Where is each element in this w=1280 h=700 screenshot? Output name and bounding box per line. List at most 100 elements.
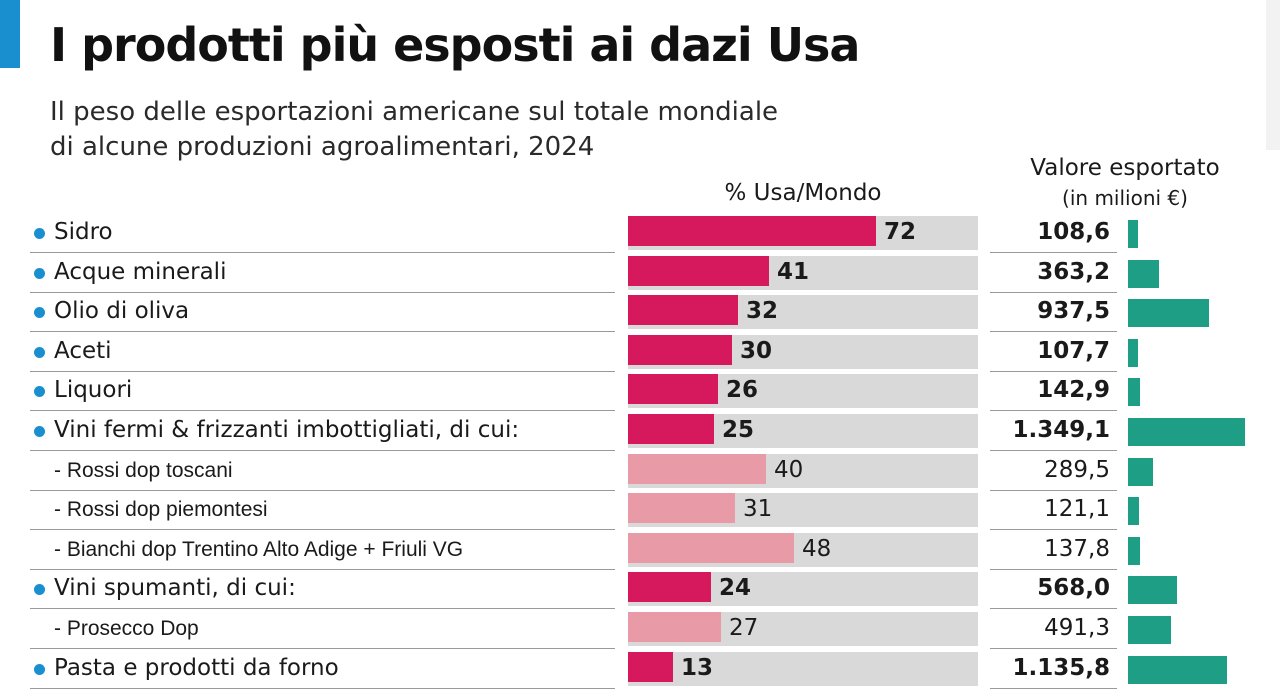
pct-data-label: 13 xyxy=(681,655,714,681)
value-row-separator xyxy=(990,529,1117,530)
pct-data-label: 40 xyxy=(774,457,804,483)
pct-data-label: 41 xyxy=(777,259,810,285)
pct-bar xyxy=(628,652,673,682)
pct-bar xyxy=(628,414,714,444)
row-label: Vini fermi & frizzanti imbottigliati, di… xyxy=(54,417,520,443)
pct-data-label: 27 xyxy=(729,615,759,641)
subtitle-line-1: Il peso delle esportazioni americane sul… xyxy=(50,97,779,127)
value-data-label: 363,2 xyxy=(1037,259,1110,285)
bullet-dot xyxy=(34,268,45,279)
row-separator xyxy=(30,608,615,609)
bullet-dot xyxy=(34,426,45,437)
value-bar xyxy=(1128,260,1159,288)
pct-bar-track xyxy=(628,612,978,646)
subtitle-line-2: di alcune produzioni agroalimentari, 202… xyxy=(50,132,595,162)
pct-column-header: % Usa/Mondo xyxy=(724,180,882,206)
value-bar xyxy=(1128,537,1140,565)
pct-bar xyxy=(628,533,794,563)
row-separator xyxy=(30,688,615,689)
value-data-label: 107,7 xyxy=(1037,338,1110,364)
row-label: Acque minerali xyxy=(54,259,227,285)
row-label: Liquori xyxy=(54,377,133,403)
row-label: Olio di oliva xyxy=(54,298,190,324)
value-data-label: 289,5 xyxy=(1044,457,1110,483)
value-data-label: 108,6 xyxy=(1037,219,1110,245)
pct-data-label: 24 xyxy=(719,575,752,601)
value-bar xyxy=(1128,220,1138,248)
row-label: - Rossi dop toscani xyxy=(54,459,233,482)
pct-bar-track xyxy=(628,295,978,329)
pct-bar xyxy=(628,454,766,484)
bullet-dot xyxy=(34,386,45,397)
pct-bar-track xyxy=(628,374,978,408)
row-label: Aceti xyxy=(54,338,112,364)
value-row-separator xyxy=(990,371,1117,372)
chart-row: Vini fermi & frizzanti imbottigliati, di… xyxy=(0,412,1280,451)
value-bar xyxy=(1128,339,1138,367)
row-separator xyxy=(30,252,615,253)
bullet-dot xyxy=(34,228,45,239)
value-bar xyxy=(1128,497,1139,525)
value-bar xyxy=(1128,418,1245,446)
chart-row: - Prosecco Dop 27 491,3 xyxy=(0,610,1280,649)
row-separator xyxy=(30,292,615,293)
row-separator xyxy=(30,371,615,372)
pct-bar-track xyxy=(628,454,978,488)
value-row-separator xyxy=(990,450,1117,451)
pct-bar xyxy=(628,572,711,602)
page-edge xyxy=(1266,0,1280,150)
chart-subtitle: Il peso delle esportazioni americane sul… xyxy=(50,95,930,165)
accent-bar xyxy=(0,0,20,68)
chart-row: Acque minerali 41 363,2 xyxy=(0,254,1280,293)
chart-row: - Bianchi dop Trentino Alto Adige + Friu… xyxy=(0,531,1280,570)
chart-row: Aceti 30 107,7 xyxy=(0,333,1280,372)
value-row-separator xyxy=(990,252,1117,253)
value-bar xyxy=(1128,299,1209,327)
value-row-separator xyxy=(990,608,1117,609)
value-row-separator xyxy=(990,688,1117,689)
row-label: Pasta e prodotti da forno xyxy=(54,655,339,681)
value-column-header: Valore esportato (in milioni €) xyxy=(990,153,1260,213)
value-bar xyxy=(1128,576,1177,604)
value-data-label: 137,8 xyxy=(1044,536,1110,562)
row-label: - Prosecco Dop xyxy=(54,617,199,640)
row-label: - Bianchi dop Trentino Alto Adige + Friu… xyxy=(54,538,464,561)
pct-bar-track xyxy=(628,572,978,606)
bullet-dot xyxy=(34,347,45,358)
pct-bar-track xyxy=(628,652,978,686)
pct-bar-track xyxy=(628,256,978,290)
pct-bar-track xyxy=(628,216,978,250)
row-separator xyxy=(30,648,615,649)
row-separator xyxy=(30,450,615,451)
pct-data-label: 48 xyxy=(802,536,832,562)
pct-data-label: 26 xyxy=(726,377,759,403)
value-data-label: 937,5 xyxy=(1037,298,1110,324)
chart-row: Liquori 26 142,9 xyxy=(0,372,1280,411)
value-row-separator xyxy=(990,569,1117,570)
row-separator xyxy=(30,529,615,530)
pct-bar xyxy=(628,295,738,325)
pct-bar-track xyxy=(628,533,978,567)
chart-row: Pasta e prodotti da forno 13 1.135,8 xyxy=(0,650,1280,689)
pct-bar xyxy=(628,335,732,365)
value-row-separator xyxy=(990,331,1117,332)
value-data-label: 142,9 xyxy=(1037,377,1110,403)
chart-row: - Rossi dop toscani 40 289,5 xyxy=(0,452,1280,491)
value-data-label: 121,1 xyxy=(1044,496,1110,522)
chart-row: Olio di oliva 32 937,5 xyxy=(0,293,1280,332)
value-row-separator xyxy=(990,490,1117,491)
bullet-dot xyxy=(34,307,45,318)
value-data-label: 568,0 xyxy=(1037,575,1110,601)
pct-bar xyxy=(628,493,735,523)
value-data-label: 1.135,8 xyxy=(1012,655,1111,681)
pct-bar xyxy=(628,374,718,404)
pct-data-label: 25 xyxy=(722,417,755,443)
value-bar xyxy=(1128,378,1140,406)
value-bar xyxy=(1128,458,1153,486)
pct-bar xyxy=(628,612,721,642)
value-data-label: 491,3 xyxy=(1044,615,1110,641)
bullet-dot xyxy=(34,664,45,675)
row-separator xyxy=(30,569,615,570)
pct-data-label: 30 xyxy=(740,338,773,364)
row-separator xyxy=(30,490,615,491)
